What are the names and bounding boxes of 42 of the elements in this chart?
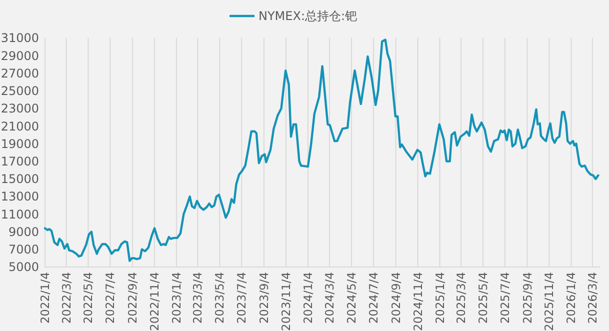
x-tick-label: 2022/1/4	[38, 272, 52, 324]
x-tick-label: 2025/11/4	[542, 272, 556, 331]
y-tick-label: 5000	[8, 260, 39, 274]
x-tick-label: 2023/7/4	[234, 272, 249, 324]
line-series	[44, 38, 600, 262]
y-tick-label: 27000	[0, 66, 39, 80]
y-tick-label: 17000	[0, 154, 39, 169]
x-tick-label: 2023/11/4	[278, 272, 293, 331]
x-tick-label: 2023/3/4	[190, 272, 205, 324]
x-tick-label: 2025/5/4	[476, 272, 490, 324]
y-tick-label: 25000	[0, 84, 39, 98]
legend-label: NYMEX:总持仓:钯	[258, 9, 358, 24]
x-tick-label: 2024/9/4	[388, 272, 403, 324]
y-tick-label: 21000	[0, 119, 39, 134]
y-tick-label: 15000	[0, 172, 39, 186]
y-tick-label: 13000	[0, 190, 39, 204]
x-tick-label: 2023/1/4	[169, 272, 184, 324]
x-tick-label: 2025/1/4	[432, 272, 447, 324]
x-tick-label: 2024/5/4	[344, 272, 359, 324]
x-tick-label: 2024/3/4	[322, 272, 337, 324]
x-tick-label: 2022/7/4	[103, 272, 118, 324]
x-tick-label: 2022/5/4	[81, 272, 96, 324]
x-tick-label: 2024/1/4	[300, 272, 315, 324]
y-tick-label: 31000	[0, 31, 39, 46]
x-tick-label: 2025/9/4	[520, 272, 534, 324]
y-tick-label: 7000	[8, 242, 39, 257]
y-tick-label: 29000	[0, 48, 39, 63]
x-tick-label: 2025/7/4	[498, 272, 512, 324]
y-tick-label: 9000	[8, 224, 39, 239]
x-tick-label: 2025/3/4	[454, 272, 468, 324]
x-tick-label: 2024/7/4	[366, 272, 380, 324]
x-tick-label: 2026/1/4	[564, 272, 578, 324]
y-tick-label: 19000	[0, 136, 39, 151]
x-tick-label: 2026/3/4	[585, 272, 600, 324]
x-tick-label: 2023/9/4	[257, 272, 271, 324]
x-tick-label: 2022/3/4	[59, 272, 74, 324]
y-tick-label: 23000	[0, 102, 39, 116]
x-tick-label: 2023/5/4	[212, 272, 227, 324]
x-tick-label: 2022/9/4	[126, 272, 140, 324]
y-tick-label: 11000	[0, 207, 39, 222]
x-tick-label: 2024/11/4	[410, 272, 425, 331]
x-tick-label: 2022/11/4	[148, 272, 162, 331]
